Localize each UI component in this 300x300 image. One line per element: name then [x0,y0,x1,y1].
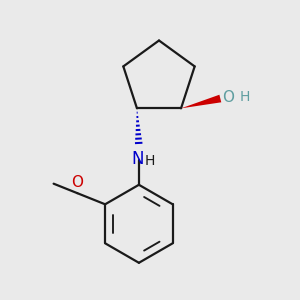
Text: H: H [239,90,250,104]
Text: O: O [222,90,234,105]
Text: H: H [145,154,155,168]
Polygon shape [181,95,221,108]
Text: O: O [71,175,83,190]
Text: N: N [131,150,144,168]
